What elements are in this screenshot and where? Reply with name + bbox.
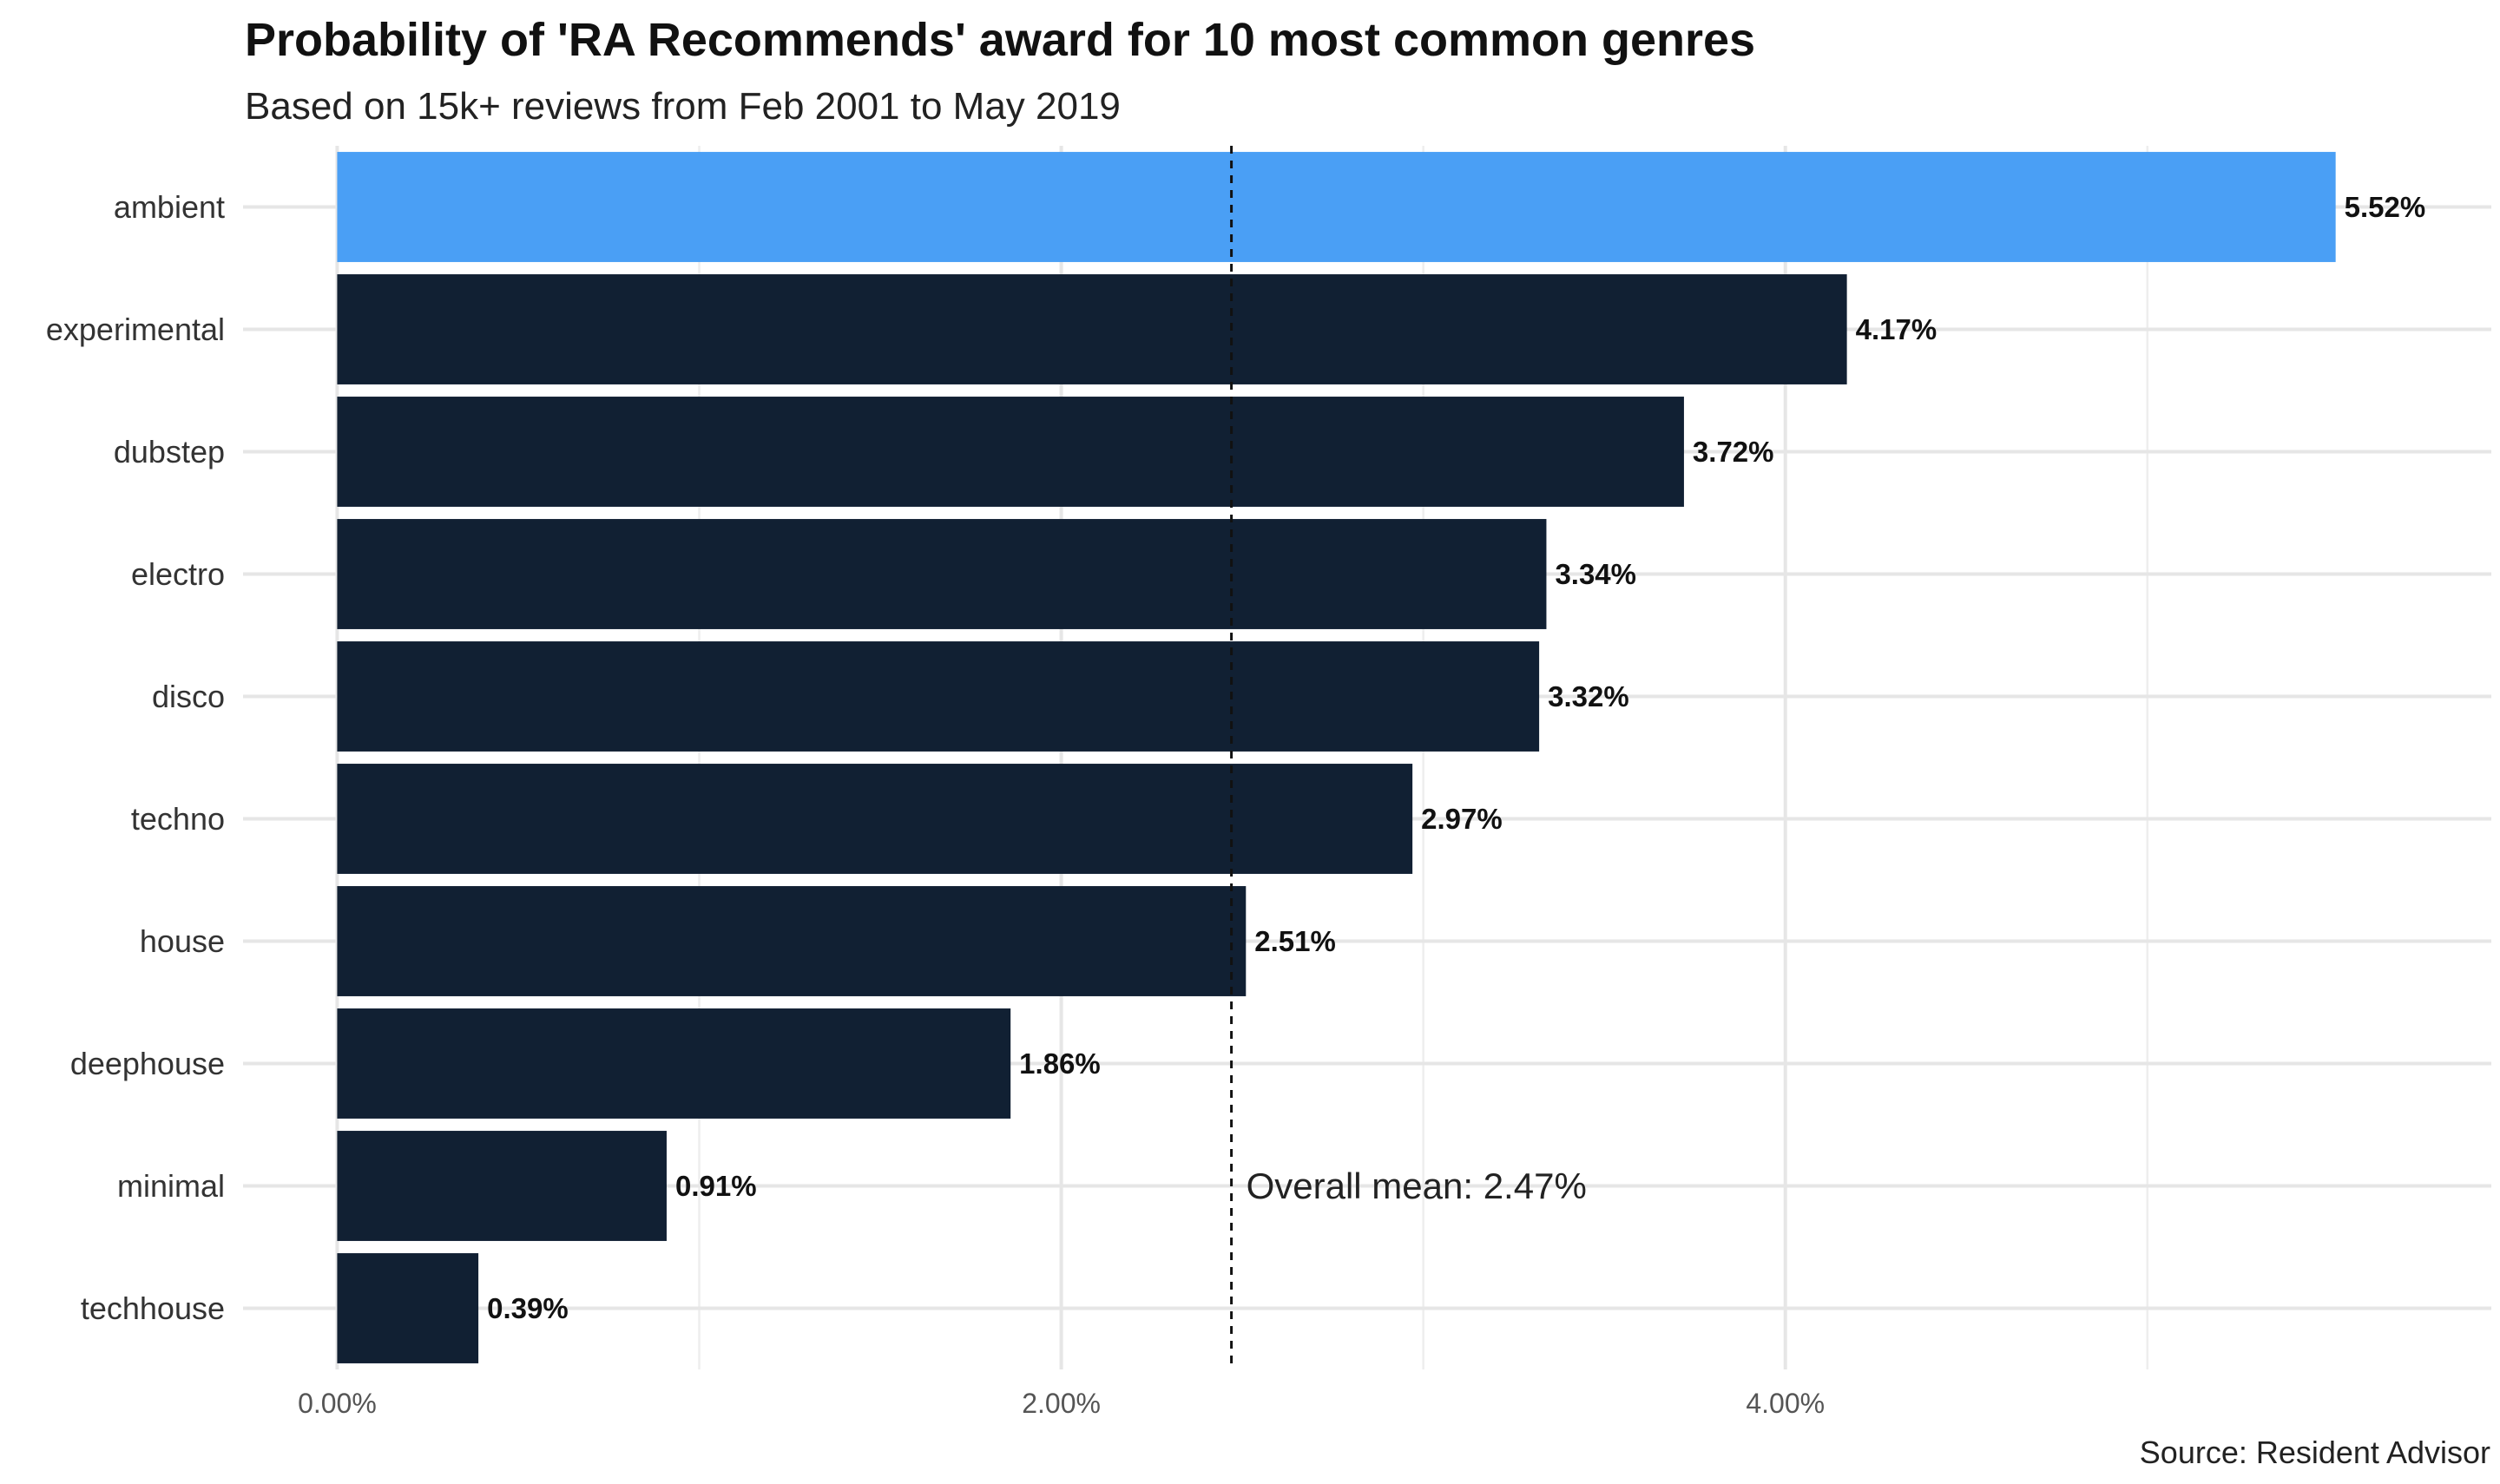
value-label-deephouse: 1.86%: [1019, 1047, 1101, 1080]
bar-house: [337, 886, 1247, 996]
value-label-dubstep: 3.72%: [1693, 436, 1774, 468]
mean-reference: Overall mean: 2.47%: [1230, 146, 1587, 1369]
bars: [337, 152, 2336, 1363]
category-label-electro: electro: [131, 556, 225, 592]
value-label-ambient: 5.52%: [2345, 191, 2426, 223]
chart-title: Probability of 'RA Recommends' award for…: [245, 14, 1755, 66]
value-label-techno: 2.97%: [1421, 803, 1503, 835]
category-label-house: house: [140, 923, 225, 959]
category-label-techhouse: techhouse: [81, 1290, 225, 1326]
category-label-deephouse: deephouse: [70, 1046, 225, 1081]
bar-disco: [337, 641, 1540, 752]
x-tick-label: 2.00%: [1022, 1388, 1101, 1419]
category-label-experimental: experimental: [46, 312, 225, 347]
x-tick-label: 4.00%: [1746, 1388, 1825, 1419]
chart-subtitle: Based on 15k+ reviews from Feb 2001 to M…: [245, 85, 1121, 128]
bar-ambient: [337, 152, 2336, 262]
category-label-dubstep: dubstep: [114, 434, 225, 469]
bar-techno: [337, 764, 1413, 874]
category-labels: ambient experimental dubstep electro disco te…: [46, 189, 225, 1326]
chart-caption: Source: Resident Advisor: [2140, 1435, 2490, 1470]
x-tick-labels: 0.00% 2.00% 4.00%: [298, 1388, 1825, 1419]
category-label-techno: techno: [131, 801, 225, 837]
value-label-experimental: 4.17%: [1856, 313, 1938, 345]
category-label-ambient: ambient: [114, 189, 225, 225]
value-label-techhouse: 0.39%: [487, 1292, 569, 1324]
value-label-minimal: 0.91%: [675, 1170, 757, 1202]
mean-annotation: Overall mean: 2.47%: [1247, 1166, 1587, 1206]
value-label-electro: 3.34%: [1555, 558, 1636, 590]
bar-electro: [337, 519, 1547, 629]
category-label-minimal: minimal: [117, 1168, 225, 1204]
bar-experimental: [337, 274, 1847, 384]
category-label-disco: disco: [152, 679, 225, 714]
value-label-house: 2.51%: [1254, 925, 1336, 957]
bar-minimal: [337, 1131, 667, 1241]
value-labels: 5.52% 4.17% 3.72% 3.34% 3.32% 2.97% 2.51% 1.86%…: [487, 191, 2425, 1324]
bar-techhouse: [337, 1253, 479, 1363]
bar-dubstep: [337, 397, 1684, 507]
x-tick-label: 0.00%: [298, 1388, 377, 1419]
bar-deephouse: [337, 1008, 1011, 1119]
value-label-disco: 3.32%: [1548, 680, 1629, 712]
